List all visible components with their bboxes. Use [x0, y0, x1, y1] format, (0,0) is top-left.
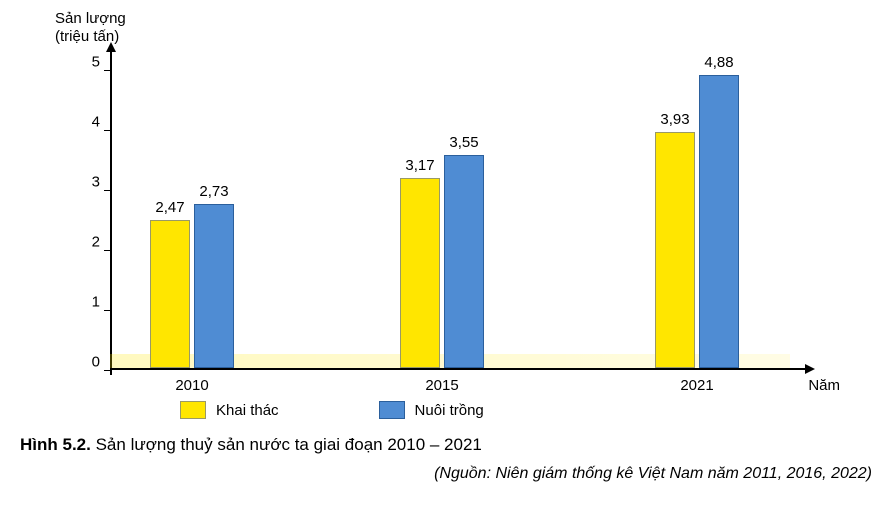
y-tick-label: 1	[80, 294, 100, 311]
bar-value-label: 2,73	[199, 183, 228, 200]
y-tick	[104, 250, 112, 252]
legend-swatch-blue	[379, 401, 405, 419]
x-axis-label: Năm	[808, 377, 840, 394]
x-tick-label: 2021	[680, 377, 713, 394]
bar-khai-thac: 3,17	[400, 178, 440, 368]
y-axis-line	[110, 50, 112, 375]
legend-swatch-yellow	[180, 401, 206, 419]
y-tick	[104, 370, 112, 372]
figure-caption: Hình 5.2. Sản lượng thuỷ sản nước ta gia…	[20, 435, 482, 455]
bar-khai-thac: 2,47	[150, 220, 190, 368]
y-axis-arrow-icon	[106, 42, 116, 52]
y-axis-label: Sản lượng (triệu tấn)	[55, 10, 126, 46]
legend-item-khai-thac: Khai thác	[180, 401, 279, 419]
y-tick-label: 0	[80, 354, 100, 371]
y-tick-label: 5	[80, 54, 100, 71]
x-axis-arrow-icon	[805, 364, 815, 374]
caption-text: Sản lượng thuỷ sản nước ta giai đoạn 201…	[96, 435, 482, 454]
bar-nuoi-trong: 2,73	[194, 204, 234, 368]
bar-khai-thac: 3,93	[655, 132, 695, 368]
legend: Khai thác Nuôi trồng	[180, 395, 680, 425]
y-tick-label: 2	[80, 234, 100, 251]
figure-label: Hình 5.2.	[20, 435, 91, 454]
x-tick-label: 2015	[425, 377, 458, 394]
x-axis-line	[110, 368, 805, 370]
y-tick	[104, 310, 112, 312]
source-text: (Nguồn: Niên giám thống kê Việt Nam năm …	[434, 465, 872, 483]
chart-container: Sản lượng (triệu tấn) 012345 2,472,733,1…	[20, 10, 870, 417]
legend-item-nuoi-trong: Nuôi trồng	[379, 401, 484, 419]
y-tick	[104, 70, 112, 72]
bar-value-label: 2,47	[155, 199, 184, 216]
y-tick-label: 3	[80, 174, 100, 191]
bar-value-label: 3,93	[660, 111, 689, 128]
bar-value-label: 3,17	[405, 157, 434, 174]
legend-label-nuoi-trong: Nuôi trồng	[415, 402, 484, 419]
legend-label-khai-thac: Khai thác	[216, 402, 279, 419]
y-axis-label-line1: Sản lượng	[55, 10, 126, 27]
bar-nuoi-trong: 4,88	[699, 75, 739, 368]
y-tick	[104, 190, 112, 192]
bar-value-label: 3,55	[449, 134, 478, 151]
bar-value-label: 4,88	[704, 54, 733, 71]
x-tick-label: 2010	[175, 377, 208, 394]
y-tick	[104, 130, 112, 132]
bar-nuoi-trong: 3,55	[444, 155, 484, 368]
y-tick-label: 4	[80, 114, 100, 131]
plot-area: 012345 2,472,733,173,553,934,88 20102015…	[110, 60, 790, 370]
